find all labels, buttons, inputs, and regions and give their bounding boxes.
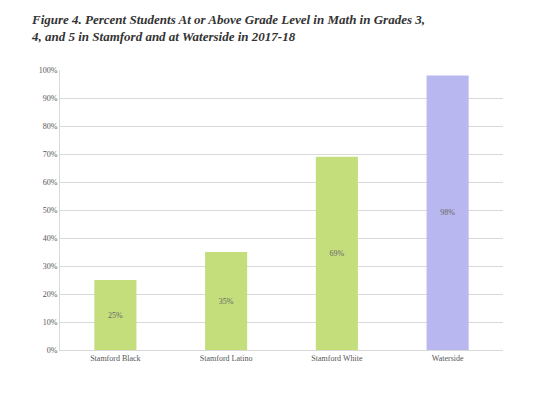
svg-text:30%: 30% [43,262,58,271]
svg-text:60%: 60% [43,178,58,187]
svg-text:0%: 0% [47,346,58,355]
svg-text:100%: 100% [39,66,58,75]
svg-text:70%: 70% [43,150,58,159]
svg-text:98%: 98% [440,208,455,217]
svg-text:10%: 10% [43,318,58,327]
svg-text:35%: 35% [219,297,234,306]
svg-text:Waterside: Waterside [432,354,464,363]
svg-text:80%: 80% [43,122,58,131]
svg-text:40%: 40% [43,234,58,243]
svg-text:Stamford Black: Stamford Black [90,354,140,363]
svg-text:69%: 69% [329,249,344,258]
svg-text:Figure 4. Percent Students At: Figure 4. Percent Students At or Above G… [31,12,425,44]
svg-text:Stamford Latino: Stamford Latino [200,354,253,363]
svg-text:90%: 90% [43,94,58,103]
svg-text:Stamford White: Stamford White [311,354,363,363]
svg-text:50%: 50% [43,206,58,215]
svg-text:25%: 25% [108,311,123,320]
svg-text:20%: 20% [43,290,58,299]
